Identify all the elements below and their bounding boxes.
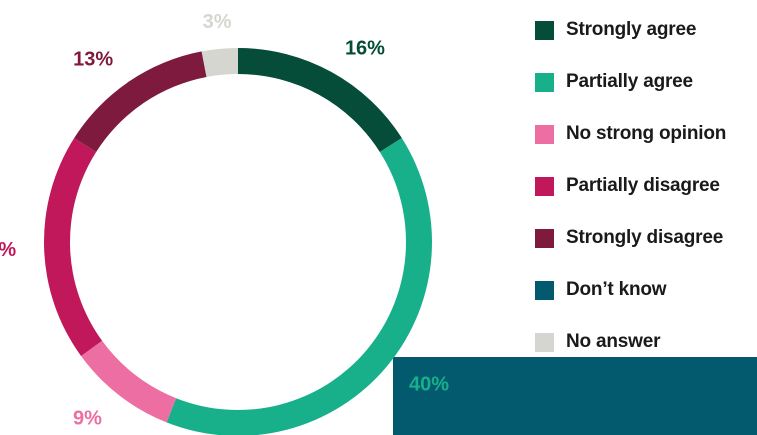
slice-no-answer	[201, 48, 238, 77]
slice-no-strong-opinion	[81, 340, 177, 423]
data-label: 9%	[73, 407, 102, 429]
legend-swatch	[535, 124, 554, 144]
legend-label: Strongly agree	[566, 19, 697, 40]
slice-partially-disagree	[44, 138, 103, 357]
legend-label: Don’t know	[566, 279, 667, 300]
legend-swatch	[535, 176, 554, 196]
legend-item-strongly-agree: Strongly agree	[535, 4, 726, 56]
legend-label: No strong opinion	[566, 123, 727, 144]
legend-swatch	[535, 20, 554, 40]
legend-item-strongly-disagree: Strongly disagree	[535, 212, 726, 264]
slice-strongly-disagree	[74, 51, 207, 152]
legend-swatch	[535, 332, 554, 352]
legend-item-dont-know: Don’t know	[535, 264, 726, 316]
legend-item-no-strong-opinion: No strong opinion	[535, 108, 726, 160]
data-label: 13%	[73, 48, 113, 70]
legend-item-partially-agree: Partially agree	[535, 56, 726, 108]
dont-know-bar	[393, 357, 757, 435]
data-label: 3%	[203, 11, 232, 33]
legend-swatch	[535, 72, 554, 92]
legend-item-no-answer: No answer	[535, 316, 726, 368]
legend-swatch	[535, 280, 554, 300]
legend-swatch	[535, 228, 554, 248]
data-label: 40%	[409, 374, 449, 396]
slice-strongly-agree	[238, 48, 402, 152]
data-label: 19%	[0, 239, 16, 261]
legend-label: Strongly disagree	[566, 227, 724, 248]
legend-label: Partially disagree	[566, 175, 720, 196]
legend: Strongly agree Partially agree No strong…	[535, 4, 726, 368]
data-label: 16%	[345, 37, 385, 59]
slice-partially-agree	[166, 138, 432, 435]
legend-label: No answer	[566, 331, 661, 352]
legend-label: Partially agree	[566, 71, 693, 92]
legend-item-partially-disagree: Partially disagree	[535, 160, 726, 212]
